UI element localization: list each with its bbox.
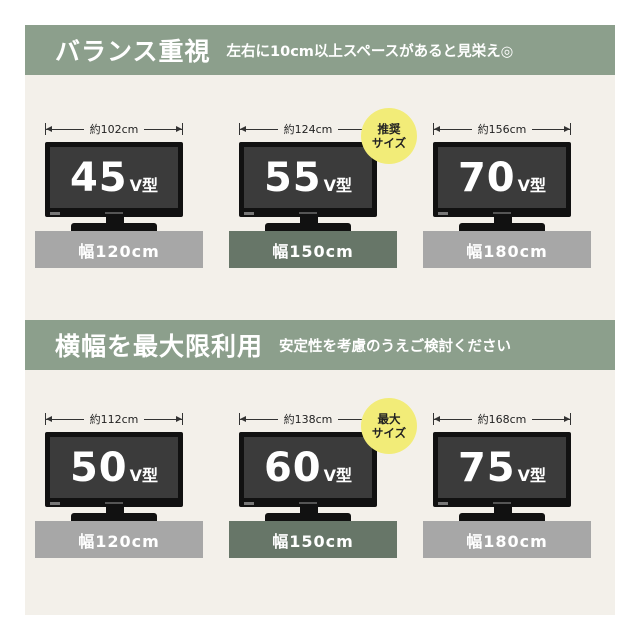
tv-stand-neck — [494, 507, 512, 513]
tv-screen: 50 V型 — [50, 437, 178, 498]
section-subtitle: 安定性を考慮のうえご検討ください — [279, 338, 512, 355]
board-width-label: 幅180cm — [466, 531, 548, 551]
tv-screen: 60 V型 — [244, 437, 372, 498]
badge-line2: サイズ — [371, 426, 407, 440]
tv-illustration: 75 V型 — [433, 432, 571, 507]
tv-stand-neck — [494, 217, 512, 223]
tv-illustration: 45 V型 — [45, 142, 183, 217]
tv-size-unit: V型 — [323, 175, 353, 195]
tv-option-60: 約138cm 60 V型 幅150cm 最大 サイズ — [229, 398, 417, 580]
tv-size-unit: V型 — [517, 175, 547, 195]
tv-stand-foot — [459, 223, 545, 231]
tv-illustration: 60 V型 — [239, 432, 377, 507]
maximum-size-badge: 最大 サイズ — [361, 398, 417, 454]
width-dimension: 約112cm — [45, 410, 183, 430]
badge-line1: 推奨 — [377, 121, 401, 136]
section-title: バランス重視 — [55, 37, 211, 66]
tv-illustration: 50 V型 — [45, 432, 183, 507]
tv-option-75: 約168cm 75 V型 幅180cm — [423, 410, 607, 580]
section-banner-balance: バランス重視 左右に10cm以上スペースがあると見栄え◎ — [25, 25, 615, 75]
board-width-label: 幅120cm — [78, 531, 160, 551]
tv-illustration: 55 V型 — [239, 142, 377, 217]
recommended-size-badge: 推奨 サイズ — [361, 108, 417, 164]
tv-board-base: 幅180cm — [423, 521, 591, 558]
width-label: 約124cm — [283, 123, 333, 136]
width-label: 約168cm — [477, 413, 527, 426]
tv-stand-neck — [106, 507, 124, 513]
tv-size-number: 50 — [69, 444, 128, 491]
badge-line1: 最大 — [377, 411, 401, 426]
width-label: 約156cm — [477, 123, 527, 136]
tv-stand-foot — [265, 223, 351, 231]
tv-screen: 55 V型 — [244, 147, 372, 208]
badge-line2: サイズ — [371, 136, 407, 150]
board-width-label: 幅180cm — [466, 241, 548, 261]
tv-option-45: 約102cm 45 V型 幅120cm — [35, 120, 219, 290]
width-dimension: 約124cm — [239, 120, 377, 140]
tv-size-unit: V型 — [323, 465, 353, 485]
tv-size-number: 70 — [457, 154, 516, 201]
section-title: 横幅を最大限利用 — [55, 332, 264, 361]
tv-size-unit: V型 — [129, 465, 159, 485]
width-dimension: 約168cm — [433, 410, 571, 430]
tv-size-number: 75 — [457, 444, 516, 491]
width-dimension: 約138cm — [239, 410, 377, 430]
comparison-card: バランス重視 左右に10cm以上スペースがあると見栄え◎ 約102cm 45 V… — [25, 25, 615, 615]
tv-illustration: 70 V型 — [433, 142, 571, 217]
tv-board-base: 幅120cm — [35, 521, 203, 558]
tv-size-number: 60 — [263, 444, 322, 491]
tv-option-55: 約124cm 55 V型 幅150cm 推奨 サイズ — [229, 108, 417, 290]
tv-stand-foot — [71, 513, 157, 521]
board-width-label: 幅150cm — [272, 531, 354, 551]
tv-stand-foot — [459, 513, 545, 521]
tv-screen: 45 V型 — [50, 147, 178, 208]
tv-stand-foot — [71, 223, 157, 231]
tv-board-base: 幅150cm — [229, 521, 397, 558]
width-dimension: 約102cm — [45, 120, 183, 140]
tv-stand-neck — [106, 217, 124, 223]
width-label: 約112cm — [89, 413, 139, 426]
tv-option-50: 約112cm 50 V型 幅120cm — [35, 410, 219, 580]
tv-screen: 75 V型 — [438, 437, 566, 498]
tv-stand-foot — [265, 513, 351, 521]
tv-board-base: 幅150cm — [229, 231, 397, 268]
tv-size-number: 45 — [69, 154, 128, 201]
section-banner-maximize: 横幅を最大限利用 安定性を考慮のうえご検討ください — [25, 320, 615, 370]
section-subtitle: 左右に10cm以上スペースがあると見栄え◎ — [226, 43, 514, 60]
tv-stand-neck — [300, 507, 318, 513]
board-width-label: 幅120cm — [78, 241, 160, 261]
tv-stand-neck — [300, 217, 318, 223]
tv-board-base: 幅180cm — [423, 231, 591, 268]
tv-size-number: 55 — [263, 154, 322, 201]
tv-size-unit: V型 — [129, 175, 159, 195]
board-width-label: 幅150cm — [272, 241, 354, 261]
width-label: 約138cm — [283, 413, 333, 426]
tv-board-base: 幅120cm — [35, 231, 203, 268]
width-label: 約102cm — [89, 123, 139, 136]
tv-screen: 70 V型 — [438, 147, 566, 208]
width-dimension: 約156cm — [433, 120, 571, 140]
tv-size-unit: V型 — [517, 465, 547, 485]
tv-option-70: 約156cm 70 V型 幅180cm — [423, 120, 607, 290]
